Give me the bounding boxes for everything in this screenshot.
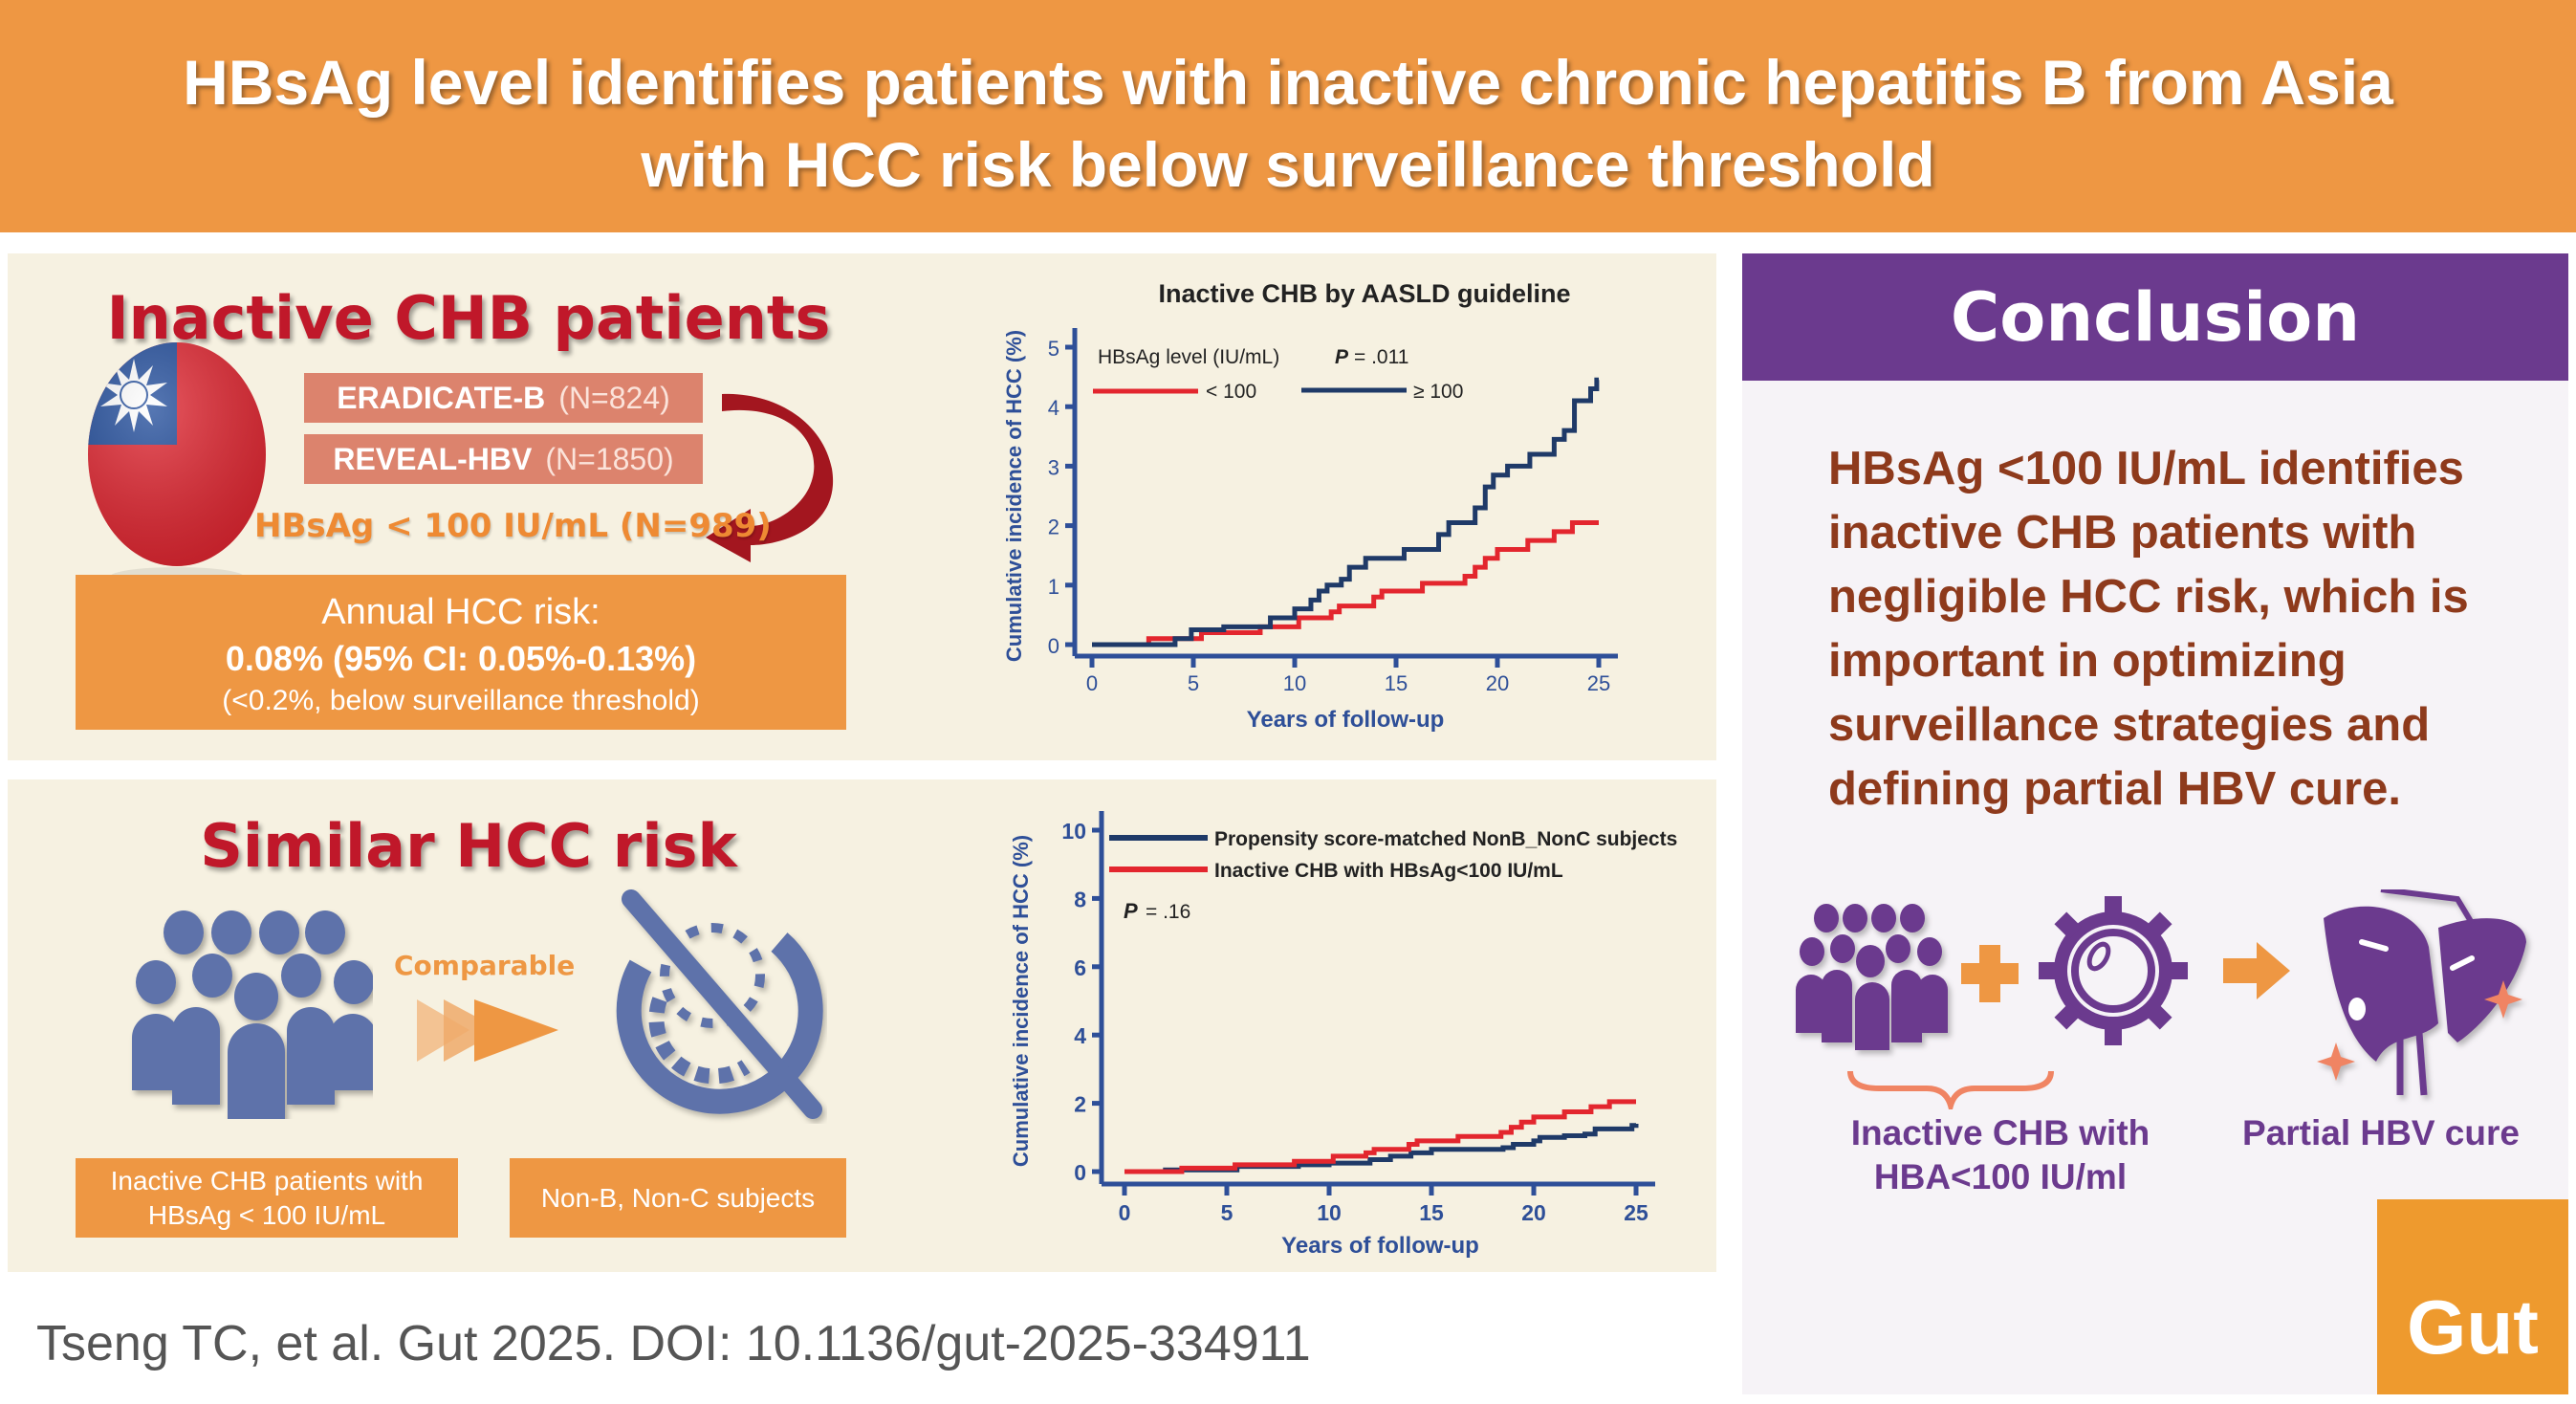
- conclusion-line: important in optimizing: [1828, 635, 2347, 687]
- y-tick-label: 3: [1048, 455, 1059, 479]
- conclusion-line: inactive CHB patients with: [1828, 507, 2417, 559]
- chart-title: Inactive CHB by AASLD guideline: [1158, 279, 1570, 308]
- box-inactive-chb: Inactive CHB patients with HBsAg < 100 I…: [76, 1158, 458, 1238]
- x-tick-label: 15: [1385, 671, 1408, 695]
- y-tick-label: 4: [1048, 396, 1059, 420]
- x-tick-label: 20: [1521, 1200, 1546, 1225]
- no-virus-icon: [616, 889, 823, 1119]
- comparable-label: Comparable: [394, 950, 576, 981]
- conclusion-header: Conclusion: [1742, 253, 2568, 381]
- conclusion-line: defining partial HBV cure.: [1828, 763, 2401, 815]
- series-line-0: [1092, 519, 1599, 647]
- y-tick-label: 4: [1074, 1023, 1086, 1048]
- people-group-icon: [132, 910, 373, 1119]
- y-tick-label: 6: [1074, 955, 1086, 980]
- legend-label: < 100: [1206, 381, 1256, 403]
- series-line-1: [1124, 1099, 1636, 1174]
- y-tick-label: 1: [1048, 575, 1059, 599]
- x-tick-label: 20: [1486, 671, 1509, 695]
- risk-line-2: 0.08% (95% CI: 0.05%-0.13%): [225, 639, 697, 678]
- curved-arrow-icon: [706, 393, 834, 562]
- label-partial-cure: Partial HBV cure: [2242, 1113, 2520, 1152]
- taiwan-flag-icon: [88, 342, 266, 586]
- p-value: = .011: [1354, 346, 1408, 368]
- x-tick-label: 5: [1188, 671, 1199, 695]
- cohort-n: (N=824): [558, 380, 670, 415]
- annual-risk-box: Annual HCC risk: 0.08% (95% CI: 0.05%-0.…: [76, 575, 846, 730]
- y-tick-label: 2: [1074, 1092, 1086, 1117]
- x-tick-label: 25: [1624, 1200, 1648, 1225]
- legend-label: ≥ 100: [1413, 381, 1463, 403]
- x-tick-label: 5: [1221, 1200, 1233, 1225]
- gut-journal-logo: Gut: [2377, 1199, 2568, 1394]
- x-tick-label: 10: [1317, 1200, 1342, 1225]
- arrow-right-icon: [2223, 942, 2290, 999]
- forward-arrows-icon: [417, 999, 558, 1062]
- label-inactive-chb-1: Inactive CHB with: [1850, 1113, 2150, 1152]
- panel1-title: Inactive CHB patients: [106, 283, 831, 353]
- journal-name: Gut: [2407, 1284, 2539, 1370]
- cohort-name: REVEAL-HBV: [333, 441, 533, 476]
- label-inactive-chb-2: HBA<100 IU/ml: [1873, 1157, 2128, 1196]
- x-tick-label: 0: [1119, 1200, 1131, 1225]
- legend-label: Inactive CHB with HBsAg<100 IU/mL: [1214, 860, 1563, 882]
- x-tick-label: 15: [1419, 1200, 1444, 1225]
- cohort-n: (N=1850): [545, 441, 674, 476]
- cell-gear-icon: [2039, 896, 2188, 1045]
- series-line-1: [1092, 377, 1600, 647]
- y-tick-label: 10: [1061, 819, 1086, 844]
- chart-aasld: Inactive CHB by AASLD guideline 0 1 2 3 4 5 0 5 1…: [1002, 279, 1618, 733]
- panel2-title: Similar HCC risk: [200, 811, 737, 881]
- x-axis-label: Years of follow-up: [1281, 1233, 1479, 1259]
- y-tick-label: 2: [1048, 516, 1059, 539]
- cohort-reveal-hbv: REVEAL-HBV (N=1850): [304, 434, 703, 484]
- x-axis-label: Years of follow-up: [1247, 707, 1445, 733]
- p-label: P: [1124, 899, 1138, 923]
- y-axis-label: Cumulative incidence of HCC (%): [1009, 835, 1033, 1167]
- conclusion-line: surveillance strategies and: [1828, 699, 2431, 751]
- legend-label: Propensity score-matched NonB_NonC subje…: [1214, 828, 1677, 850]
- x-tick-label: 25: [1587, 671, 1610, 695]
- x-tick-label: 10: [1283, 671, 1306, 695]
- conclusion-line: HBsAg <100 IU/mL identifies: [1828, 443, 2464, 494]
- conclusion-title: Conclusion: [1950, 277, 2361, 357]
- title-line-2: with HCC risk below surveillance thresho…: [641, 129, 1935, 200]
- x-tick-label: 0: [1086, 671, 1098, 695]
- title-banner: HBsAg level identifies patients with ina…: [0, 0, 2576, 232]
- series-line-0: [1124, 1123, 1639, 1174]
- cohort-eradicate-b: ERADICATE-B (N=824): [304, 373, 703, 423]
- y-tick-label: 0: [1048, 634, 1059, 658]
- p-value: = .16: [1146, 901, 1190, 923]
- legend-title: HBsAg level (IU/mL): [1098, 346, 1279, 368]
- p-label: P: [1335, 346, 1349, 368]
- y-tick-label: 5: [1048, 337, 1059, 361]
- conclusion-graphic: [1796, 889, 2526, 1109]
- conclusion-line: negligible HCC risk, which is: [1828, 571, 2469, 623]
- people-group-icon: [1796, 904, 1948, 1050]
- y-tick-label: 8: [1074, 887, 1086, 911]
- cohort-name: ERADICATE-B: [337, 380, 546, 415]
- subset-label: HBsAg < 100 IU/mL (N=989): [254, 507, 772, 545]
- risk-line-1: Annual HCC risk:: [321, 592, 600, 632]
- citation: Tseng TC, et al. Gut 2025. DOI: 10.1136/…: [36, 1316, 1311, 1371]
- risk-line-3: (<0.2%, below surveillance threshold): [222, 685, 700, 716]
- y-axis-label: Cumulative incidence of HCC (%): [1002, 330, 1026, 662]
- brace-icon: [1847, 1070, 2054, 1109]
- y-tick-label: 0: [1074, 1160, 1086, 1185]
- title-line-1: HBsAg level identifies patients with ina…: [183, 47, 2393, 118]
- chart-propensity: 0 2 4 6 8 10 0 5 10 15 20 25 Years of follow-up Cumul…: [1009, 811, 1677, 1259]
- plus-icon: [1961, 945, 2019, 1002]
- liver-icon: [2317, 889, 2526, 1096]
- box-non-b-non-c: Non-B, Non-C subjects: [510, 1158, 846, 1238]
